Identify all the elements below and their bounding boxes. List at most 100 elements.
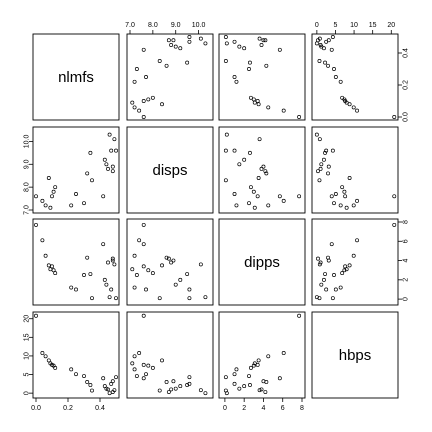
data-point-22: [330, 296, 335, 301]
data-point-11: [326, 171, 330, 176]
data-point-17: [169, 387, 174, 392]
data-point-13: [90, 178, 94, 183]
data-point-13: [157, 296, 162, 301]
data-point-3: [256, 102, 261, 107]
data-point-12: [185, 60, 190, 65]
tick-label: 4: [403, 259, 410, 263]
tick-label: 0: [24, 391, 31, 395]
data-point-22: [223, 35, 228, 39]
data-point-9: [144, 75, 148, 79]
data-point-18: [203, 295, 208, 300]
panel-nlmfs-vs-nlmfs: nlmfs: [32, 33, 120, 121]
data-point-1: [40, 198, 45, 203]
tick-label: 10.0: [24, 135, 31, 149]
data-point-20: [316, 169, 320, 174]
data-point-0: [297, 313, 302, 318]
data-point-14: [141, 47, 146, 52]
right-axis-dipps: 0 2 4 6 8: [398, 220, 410, 301]
data-point-19: [187, 287, 192, 292]
data-point-3: [46, 263, 51, 268]
data-point-2: [43, 203, 48, 208]
data-point-10: [134, 374, 139, 378]
panel-hbps-vs-dipps: [218, 311, 306, 399]
data-point-7: [150, 271, 155, 276]
data-point-17: [259, 387, 264, 392]
data-point-3: [46, 176, 51, 180]
data-point-18: [107, 295, 112, 300]
panel-dipps-vs-disps: [126, 218, 214, 306]
panel-frame: [218, 126, 306, 214]
data-point-4: [130, 361, 135, 366]
data-point-0: [34, 313, 38, 318]
data-point-23: [326, 164, 331, 169]
data-point-0: [34, 194, 38, 199]
panel-dipps-vs-dipps: dipps: [218, 218, 306, 306]
data-point-18: [224, 391, 229, 396]
data-point-6: [342, 268, 347, 273]
data-point-1: [355, 198, 359, 203]
data-point-3: [160, 102, 164, 107]
data-point-0: [392, 194, 397, 199]
tick-label: 0.0: [403, 112, 410, 122]
panel-frame: [311, 126, 399, 214]
left-axis-disps: 7.0 8.0 9.0 10.0: [24, 135, 33, 215]
data-point-17: [106, 166, 110, 171]
tick-label: 10: [24, 352, 31, 360]
data-point-10: [82, 273, 86, 277]
panel-nlmfs-vs-hbps: [311, 33, 399, 121]
data-point-1: [137, 238, 142, 243]
data-point-9: [333, 287, 338, 292]
data-point-23: [110, 164, 115, 169]
data-point-17: [106, 260, 110, 265]
data-point-8: [69, 367, 74, 372]
data-point-18: [107, 132, 112, 137]
data-point-4: [344, 267, 349, 272]
data-point-2: [351, 253, 356, 258]
left-axis-hbps: 0 5 10 15 20: [24, 315, 33, 395]
panel-frame: [311, 33, 399, 121]
data-point-1: [281, 108, 286, 113]
data-point-23: [110, 258, 115, 263]
tick-label: 0: [315, 22, 319, 29]
data-point-22: [187, 296, 192, 301]
data-point-14: [277, 47, 282, 52]
tick-label: 2: [242, 405, 246, 412]
tick-label: 0.2: [63, 405, 73, 412]
panel-frame: [218, 218, 306, 306]
data-point-18: [224, 132, 229, 137]
data-point-5: [141, 99, 146, 103]
data-point-0: [297, 194, 302, 199]
data-point-4: [252, 361, 257, 366]
data-point-13: [223, 59, 228, 63]
data-point-1: [40, 351, 45, 355]
panel-nlmfs-vs-disps: [126, 33, 214, 121]
variable-label-disps: disps: [152, 162, 187, 179]
data-point-8: [69, 203, 74, 208]
data-point-14: [101, 242, 106, 247]
data-point-5: [50, 264, 54, 269]
data-point-0: [141, 222, 146, 227]
data-point-0: [297, 115, 302, 119]
data-point-5: [255, 99, 260, 103]
data-point-22: [330, 148, 335, 153]
data-point-18: [314, 295, 319, 300]
panel-hbps-vs-nlmfs: [32, 311, 120, 399]
data-point-19: [324, 287, 329, 292]
data-point-20: [166, 390, 171, 394]
data-point-11: [85, 171, 90, 176]
data-point-15: [178, 277, 183, 282]
data-point-3: [347, 263, 352, 268]
data-point-12: [323, 150, 327, 155]
data-point-10: [247, 67, 251, 71]
tick-label: 8.0: [24, 182, 31, 192]
data-point-7: [53, 271, 58, 276]
tick-label: 8: [300, 405, 304, 412]
tick-label: 20: [24, 315, 31, 323]
panel-dipps-vs-hbps: [311, 218, 399, 306]
data-point-12: [247, 60, 252, 65]
tick-label: 8.0: [148, 22, 158, 29]
data-point-14: [329, 242, 334, 247]
data-point-9: [333, 192, 338, 196]
data-point-8: [132, 367, 137, 372]
data-point-2: [266, 105, 271, 110]
